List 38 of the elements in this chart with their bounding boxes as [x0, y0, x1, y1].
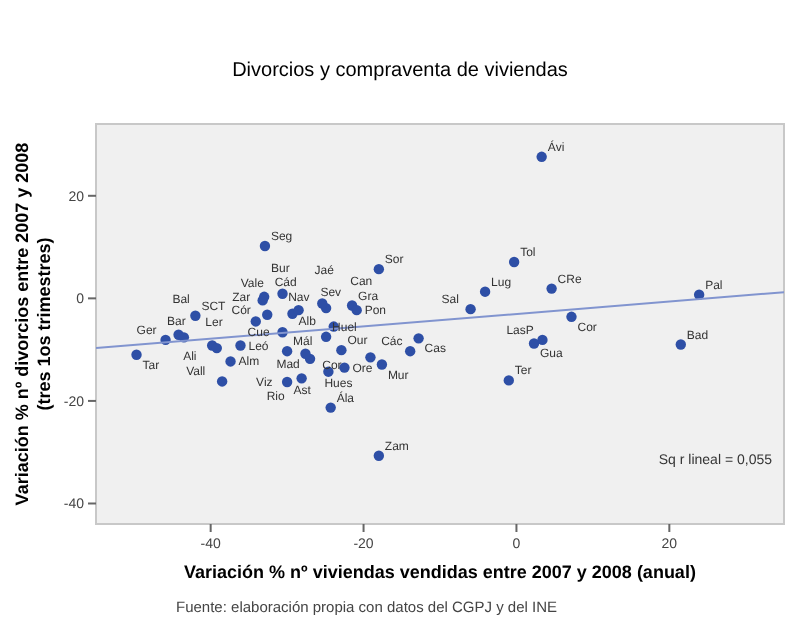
point	[675, 339, 686, 350]
point	[528, 338, 540, 349]
point	[317, 298, 328, 309]
point	[413, 333, 424, 344]
point	[508, 256, 520, 268]
point	[365, 352, 376, 363]
chart-title: Divorcios y compraventa de viviendas	[232, 60, 568, 82]
point	[190, 310, 201, 321]
x-axis-title: Variación % nº viviendas vendidas entre 2007 y 2008 (anual)	[184, 562, 696, 582]
point	[373, 450, 385, 461]
point	[537, 334, 548, 346]
point	[281, 345, 293, 357]
point	[351, 304, 362, 316]
point	[131, 349, 142, 360]
point	[546, 283, 557, 294]
y-axis-title: Variación % nº divorcios entre 2007 y 2008 (tres 1os trimestres)	[12, 142, 54, 506]
point	[281, 376, 293, 388]
point	[373, 263, 385, 275]
point	[262, 309, 273, 320]
point	[536, 151, 547, 163]
point	[300, 348, 311, 359]
point	[336, 344, 347, 356]
point	[259, 240, 271, 252]
point	[250, 316, 261, 327]
point	[503, 375, 514, 386]
point	[325, 402, 336, 413]
point	[235, 340, 246, 351]
point	[277, 288, 288, 299]
point	[320, 331, 332, 343]
point	[465, 303, 476, 315]
point	[479, 286, 491, 297]
point	[293, 304, 304, 316]
point	[216, 376, 228, 387]
point	[376, 359, 388, 370]
point	[296, 373, 307, 384]
point	[566, 311, 577, 323]
point	[225, 356, 236, 367]
point	[404, 345, 416, 357]
